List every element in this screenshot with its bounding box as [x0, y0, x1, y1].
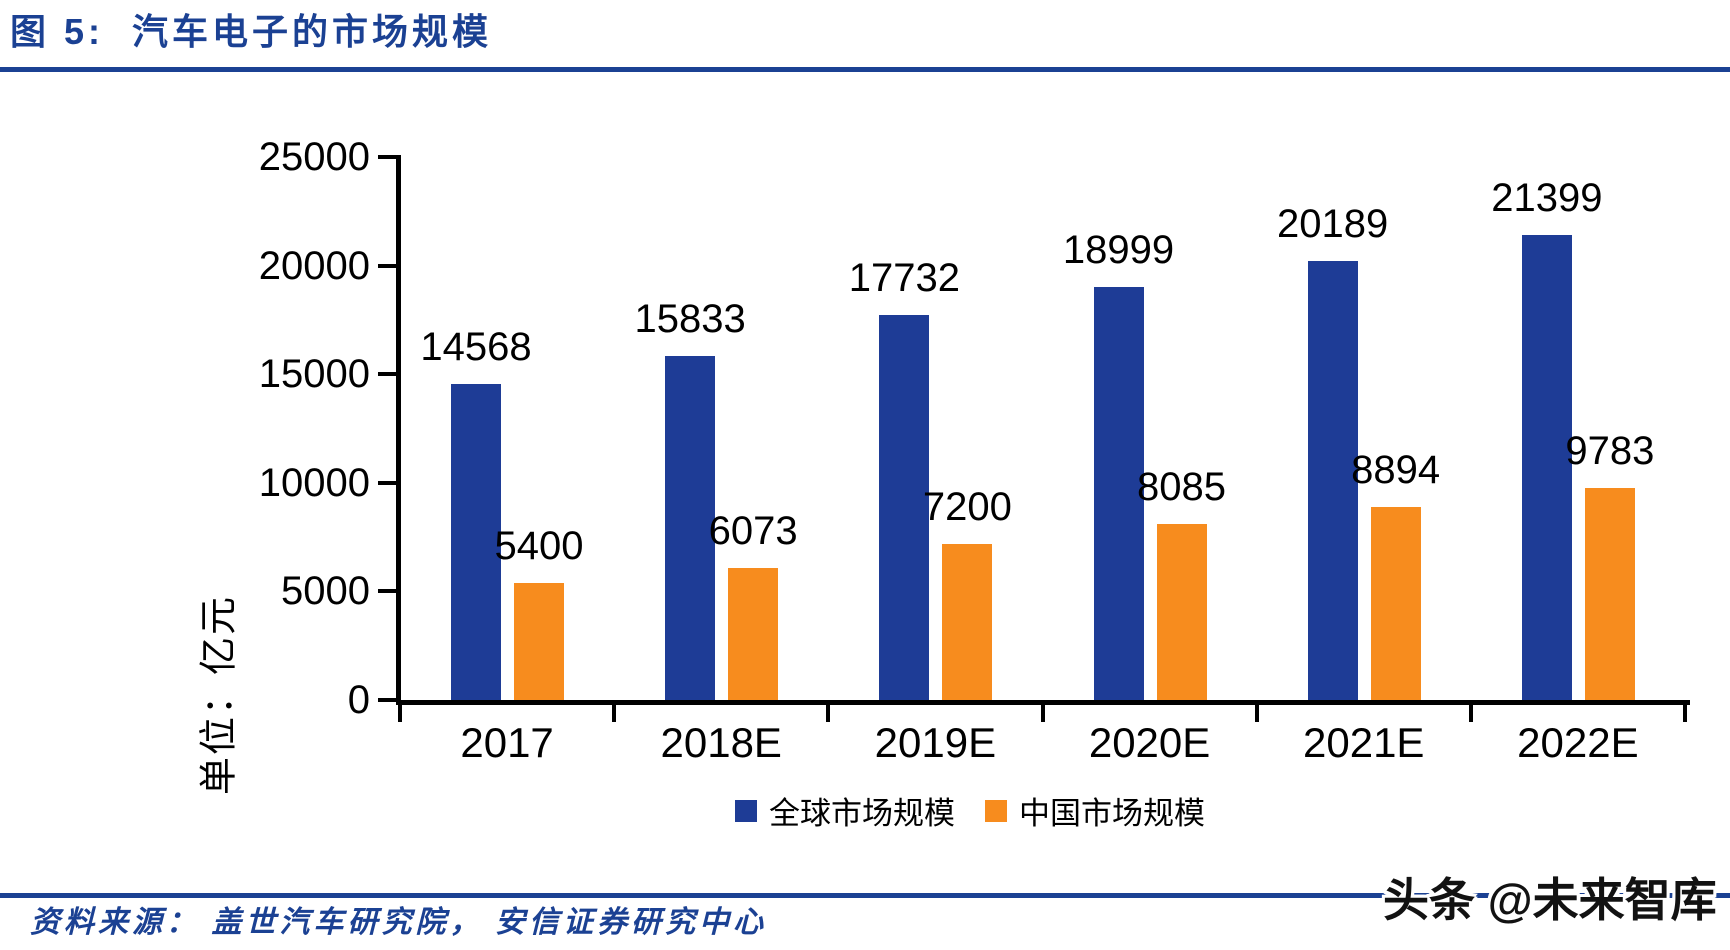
- bar-global-2021E: [1307, 261, 1358, 700]
- legend-label-global: 全球市场规模: [769, 796, 955, 831]
- y-tick: [378, 155, 396, 159]
- x-tick-label: 2022E: [1517, 719, 1639, 766]
- legend-item-china: 中国市场规模: [985, 788, 1205, 833]
- data-label: 20189: [1277, 202, 1389, 246]
- y-axis: [396, 155, 401, 705]
- y-tick: [378, 698, 396, 702]
- data-label: 8894: [1351, 448, 1441, 492]
- title-divider-rule: [0, 67, 1730, 72]
- data-label: 6073: [708, 509, 798, 553]
- footer-divider-rule: [0, 893, 1730, 898]
- bar-global-2017: [451, 384, 501, 700]
- x-tick-label: 2018E: [660, 719, 782, 766]
- bar-global-2018E: [665, 356, 716, 700]
- x-tick-label: 2020E: [1088, 719, 1211, 766]
- y-tick: [378, 372, 396, 377]
- data-label: 8085: [1137, 465, 1226, 509]
- figure-title: 图 5: 汽车电子的市场规模: [10, 11, 493, 52]
- y-tick-label: 25000: [258, 135, 370, 179]
- bar-china-2020E: [1156, 524, 1207, 700]
- data-label: 9783: [1565, 429, 1655, 473]
- x-tick: [1468, 705, 1473, 722]
- x-tick: [826, 705, 831, 722]
- y-tick: [378, 263, 396, 268]
- chart-legend: 全球市场规模 中国市场规模: [735, 788, 1205, 833]
- watermark: 头条 @未来智库: [1383, 874, 1717, 926]
- x-tick-label: 2021E: [1303, 719, 1425, 766]
- data-label: 15833: [634, 297, 746, 341]
- bar-global-2020E: [1093, 287, 1144, 700]
- x-tick: [1683, 705, 1687, 722]
- y-tick: [378, 589, 396, 594]
- x-tick: [1254, 705, 1259, 722]
- legend-item-global: 全球市场规模: [735, 788, 955, 833]
- y-tick-label: 10000: [258, 460, 370, 505]
- x-tick-label: 2019E: [874, 719, 997, 766]
- bar-china-2017: [514, 583, 564, 700]
- data-label: 14568: [420, 325, 532, 369]
- y-tick-label: 0: [347, 678, 370, 722]
- data-label: 21399: [1491, 176, 1603, 220]
- legend-swatch-global: [735, 799, 757, 822]
- x-tick: [1040, 705, 1045, 722]
- bar-china-2019E: [942, 544, 993, 700]
- bar-global-2022E: [1521, 235, 1572, 700]
- bar-china-2021E: [1370, 507, 1421, 700]
- x-tick: [398, 705, 402, 722]
- legend-swatch-china: [985, 799, 1007, 822]
- x-tick: [612, 705, 617, 722]
- bar-china-2018E: [728, 568, 779, 700]
- data-label: 5400: [494, 524, 584, 568]
- data-label: 7200: [922, 485, 1012, 529]
- data-label: 18999: [1062, 228, 1175, 272]
- source-note: 资料来源： 盖世汽车研究院， 安信证券研究中心: [30, 906, 767, 939]
- bar-global-2019E: [879, 315, 930, 700]
- x-axis: [396, 700, 1690, 705]
- y-tick-label: 20000: [258, 243, 370, 288]
- bar-china-2022E: [1584, 488, 1635, 700]
- y-tick: [378, 480, 396, 485]
- data-label: 17732: [848, 256, 960, 300]
- y-tick-label: 5000: [281, 569, 370, 614]
- x-tick-label: 2017: [460, 719, 554, 766]
- y-tick-label: 15000: [258, 352, 370, 397]
- legend-label-china: 中国市场规模: [1019, 796, 1205, 831]
